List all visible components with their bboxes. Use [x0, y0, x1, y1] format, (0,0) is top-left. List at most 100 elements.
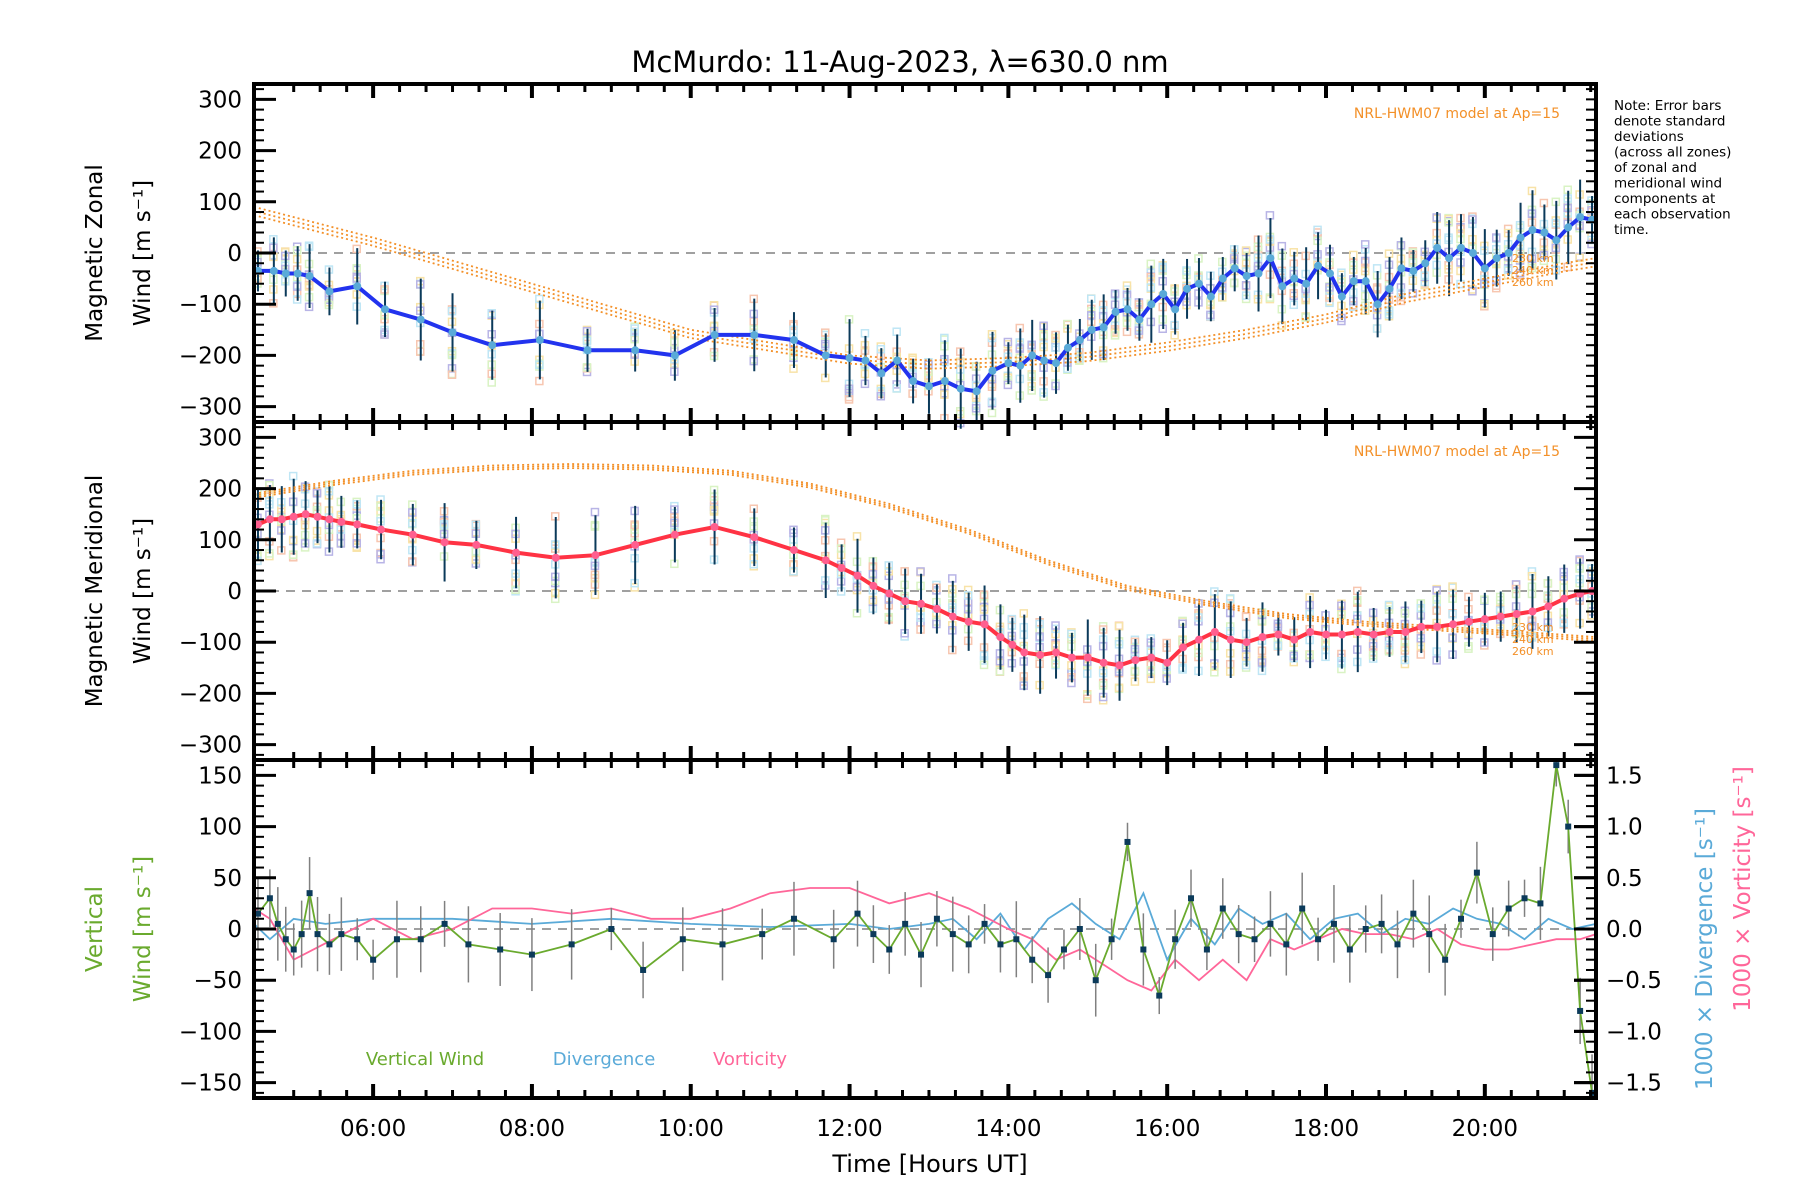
- wind-point: [861, 356, 870, 365]
- zone-sample: [590, 507, 600, 517]
- wind-point: [305, 272, 314, 281]
- vertical-wind-point: [1426, 931, 1433, 938]
- model-curve-0: [253, 206, 1597, 362]
- vertical-wind-point: [417, 936, 424, 943]
- vertical-wind-point: [354, 936, 361, 943]
- x-tick-label: 14:00: [975, 1116, 1041, 1142]
- wind-point: [313, 512, 322, 521]
- y-tick-label: 0: [227, 579, 242, 605]
- wind-point: [1016, 361, 1025, 370]
- vertical-wind-point: [393, 936, 400, 943]
- wind-point: [1373, 300, 1382, 309]
- wind-point: [821, 556, 830, 565]
- note-line: Note: Error bars: [1614, 98, 1721, 114]
- y-label-line2: Wind [m s⁻¹]: [130, 180, 156, 326]
- vertical-wind-point: [326, 941, 333, 948]
- wind-point: [1540, 228, 1549, 237]
- wind-point: [1325, 269, 1334, 278]
- vertical-wind-point: [830, 936, 837, 943]
- y2-tick-label: −1.0: [1606, 1019, 1662, 1045]
- wind-point: [269, 266, 278, 275]
- wind-point: [1401, 627, 1410, 636]
- y-tick-label: 100: [198, 190, 242, 216]
- vertical-wind-point: [254, 910, 261, 917]
- wind-point: [932, 604, 941, 613]
- vertical-wind-point: [1553, 762, 1560, 769]
- note-line: (across all zones): [1614, 145, 1731, 161]
- wind-point: [1468, 249, 1477, 257]
- vertical-wind-point: [1299, 905, 1306, 912]
- vertical-wind-point: [1267, 920, 1274, 927]
- note-line: each observation: [1614, 207, 1731, 223]
- vertical-wind-point: [290, 946, 297, 953]
- vertical-wind-point: [1489, 931, 1496, 938]
- vertical-wind-point: [1108, 936, 1115, 943]
- wind-point: [1512, 610, 1521, 619]
- wind-point: [1111, 307, 1120, 316]
- wind-point: [1361, 277, 1370, 286]
- wind-point: [1445, 254, 1454, 263]
- wind-point: [1052, 648, 1061, 657]
- vertical-wind-point: [528, 951, 535, 958]
- wind-point: [1218, 274, 1227, 283]
- wind-point: [710, 522, 719, 531]
- vertical-wind-point: [1442, 956, 1449, 963]
- wind-point: [1206, 292, 1215, 301]
- wind-point: [996, 633, 1005, 642]
- wind-point: [1028, 351, 1037, 360]
- model-altitude-label: 230 km: [1512, 252, 1554, 265]
- model-altitude-label: 260 km: [1512, 645, 1554, 658]
- wind-point: [1353, 627, 1362, 636]
- vertical-wind-point: [1362, 926, 1369, 932]
- vertical-wind-point: [274, 920, 281, 927]
- vertical-wind-point: [1505, 905, 1512, 912]
- y2-label-vorticity: 1000 × Vorticity [s⁻¹]: [1730, 766, 1756, 1012]
- wind-point: [1099, 323, 1108, 332]
- model-altitude-label: 260 km: [1512, 276, 1554, 289]
- vertical-wind-point: [902, 920, 909, 927]
- wind-point: [1274, 630, 1283, 639]
- wind-point: [1067, 653, 1076, 662]
- y-label-line1: Magnetic Zonal: [82, 164, 108, 342]
- wind-point: [631, 540, 640, 549]
- vertical-wind-point: [1521, 895, 1528, 902]
- y-label-line1: Vertical: [82, 886, 108, 972]
- wind-point: [885, 589, 894, 598]
- wind-point: [277, 515, 286, 524]
- model-curve-0: [253, 463, 1597, 638]
- vertical-wind-point: [640, 966, 647, 973]
- zone-sample: [1114, 621, 1124, 631]
- wind-point: [1564, 223, 1573, 232]
- vertical-wind-point: [1156, 992, 1163, 999]
- vertical-wind-point: [1235, 931, 1242, 938]
- wind-point: [535, 336, 544, 345]
- wind-point: [869, 581, 878, 590]
- vertical-wind-point: [949, 931, 956, 938]
- wind-point: [1480, 264, 1489, 273]
- vertical-wind-point: [338, 931, 345, 938]
- zone-sample: [1372, 264, 1382, 273]
- x-tick-label: 06:00: [340, 1116, 406, 1142]
- wind-point: [1369, 630, 1378, 639]
- y-tick-label: −100: [179, 630, 242, 656]
- vertical-wind-point: [854, 910, 861, 917]
- wind-point: [1194, 635, 1203, 644]
- wind-point: [1266, 254, 1275, 263]
- vertical-wind-point: [1140, 946, 1147, 953]
- wind-point: [1254, 269, 1263, 278]
- wind-point: [1099, 658, 1108, 667]
- wind-point: [1385, 284, 1394, 293]
- y-tick-label: 300: [198, 425, 242, 451]
- y2-tick-label: 1.0: [1606, 815, 1643, 841]
- vertical-wind-point: [933, 915, 940, 922]
- y2-tick-label: −0.5: [1606, 968, 1662, 994]
- wind-point: [1560, 594, 1569, 603]
- wind-point: [988, 366, 997, 375]
- zone-sample: [1360, 240, 1370, 249]
- wind-point: [1337, 630, 1346, 639]
- vertical-wind-point: [314, 931, 321, 938]
- wind-point: [1258, 633, 1267, 642]
